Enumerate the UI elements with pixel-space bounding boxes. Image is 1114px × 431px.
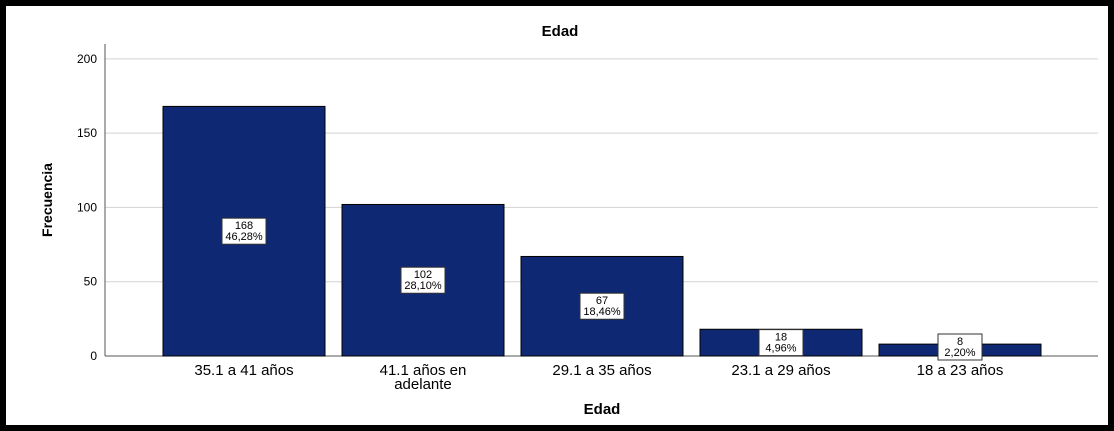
x-tick-label: 41.1 años en adelante — [380, 362, 467, 393]
data-label-value: 168 — [235, 220, 253, 232]
y-axis-label: Frecuencia — [39, 163, 55, 237]
chart-title: Edad — [542, 23, 579, 40]
y-tick-labels: 0 50 100 150 200 — [77, 52, 97, 363]
y-tick-label: 100 — [77, 200, 97, 214]
data-label-box — [221, 217, 267, 245]
data-label-box — [400, 266, 446, 294]
y-tick-label: 200 — [77, 52, 97, 66]
x-tick-label: 29.1 a 35 años — [552, 362, 651, 379]
data-label: 184,96% — [758, 329, 804, 357]
data-label-box — [758, 329, 804, 357]
y-tick-label: 50 — [84, 275, 98, 289]
x-axis-label: Edad — [584, 401, 621, 418]
data-label-box — [937, 333, 983, 361]
data-label-value: 18 — [775, 332, 787, 344]
data-label-box — [579, 292, 625, 320]
x-tick-label: 23.1 a 29 años — [731, 362, 830, 379]
data-label-percent: 18,46% — [583, 306, 621, 318]
x-tick-label: 35.1 a 41 años — [194, 362, 293, 379]
data-label-percent: 2,20% — [944, 347, 975, 359]
data-label-value: 8 — [957, 336, 963, 348]
data-label-percent: 46,28% — [225, 231, 263, 243]
data-label-value: 102 — [414, 269, 432, 281]
x-tick-label: 18 a 23 años — [917, 362, 1004, 379]
data-label-percent: 28,10% — [404, 280, 442, 292]
x-tick-labels: 35.1 a 41 años 41.1 años en adelante 29.1 a… — [194, 362, 1003, 393]
y-tick-label: 150 — [77, 126, 97, 140]
data-label-value: 67 — [596, 295, 608, 307]
y-tick-label: 0 — [90, 349, 97, 363]
data-label: 82,20% — [937, 333, 983, 361]
data-label-percent: 4,96% — [765, 343, 796, 355]
